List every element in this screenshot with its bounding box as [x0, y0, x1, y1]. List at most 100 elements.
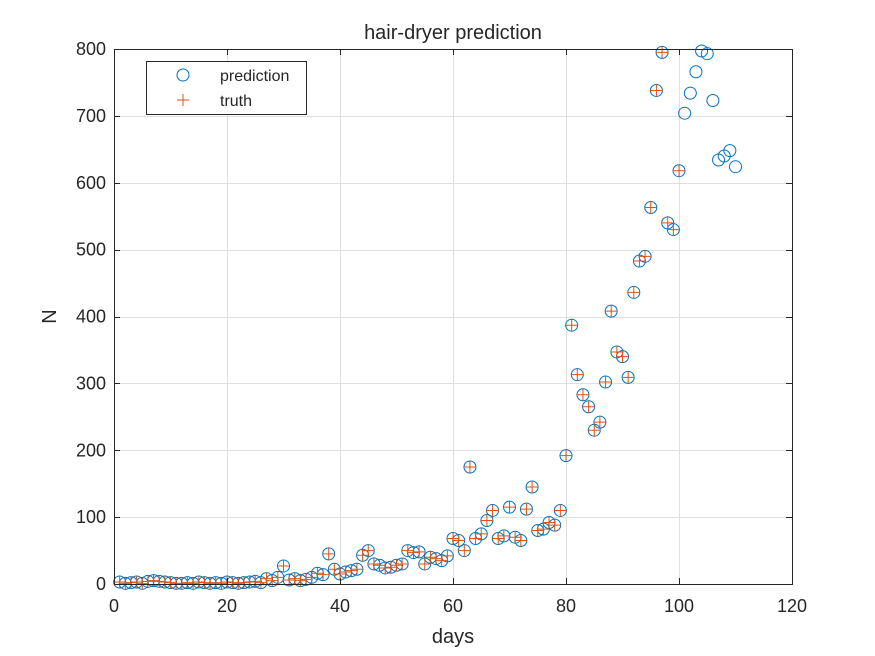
truth-point: [616, 350, 629, 363]
truth-point: [452, 534, 465, 547]
prediction-point: [700, 47, 714, 61]
legend-label-truth: truth: [220, 93, 252, 110]
truth-point: [124, 576, 137, 589]
truth-point: [334, 567, 346, 580]
truth-point: [237, 576, 250, 589]
truth-point: [582, 400, 595, 413]
truth-point: [503, 501, 516, 514]
truth-point: [560, 449, 572, 462]
truth-point: [243, 575, 256, 588]
truth-point: [136, 577, 149, 590]
truth-point: [215, 577, 228, 590]
truth-point: [384, 561, 397, 574]
x-tick-label: 80: [556, 596, 576, 616]
truth-point: [673, 164, 685, 177]
legend-box: [146, 61, 307, 115]
truth-point: [226, 576, 239, 589]
truth-point: [232, 577, 245, 590]
truth-point: [509, 531, 522, 544]
x-tick-label: 60: [443, 596, 463, 616]
truth-point: [187, 577, 200, 590]
truth-point: [480, 514, 493, 527]
truth-point: [633, 254, 646, 267]
truth-point: [639, 250, 652, 263]
truth-point: [531, 524, 544, 537]
truth-point: [322, 547, 335, 560]
legend-label-prediction: prediction: [220, 68, 289, 85]
truth-point: [571, 368, 584, 381]
truth-point: [430, 552, 443, 565]
truth-point: [141, 575, 154, 588]
prediction-point: [683, 86, 697, 100]
truth-point: [396, 557, 409, 570]
truth-point: [345, 564, 358, 577]
truth-point: [588, 424, 601, 437]
truth-point: [492, 532, 505, 545]
truth-point: [379, 561, 392, 574]
y-tick-label: 400: [76, 307, 106, 327]
y-tick-label: 300: [76, 373, 106, 393]
truth-point: [356, 549, 369, 562]
truth-point: [277, 559, 290, 572]
chart-title: hair-dryer prediction: [364, 22, 542, 44]
x-tick-label: 100: [664, 596, 694, 616]
truth-point: [164, 576, 177, 589]
y-tick-label: 600: [76, 173, 106, 193]
truth-point: [554, 504, 567, 517]
truth-point: [317, 568, 330, 581]
truth-point: [192, 575, 205, 588]
y-tick-label: 0: [96, 574, 106, 594]
truth-point: [543, 516, 556, 529]
truth-point: [300, 573, 313, 586]
truth-point: [593, 416, 606, 429]
legend: prediction truth: [146, 61, 307, 115]
truth-point: [249, 575, 262, 588]
truth-point: [526, 481, 539, 494]
truth-point: [209, 576, 222, 589]
truth-point: [520, 503, 533, 516]
truth-point: [627, 286, 640, 299]
truth-point: [373, 559, 386, 572]
truth-point: [599, 376, 612, 389]
y-tick-label: 500: [76, 240, 106, 260]
truth-point: [362, 544, 375, 557]
truth-point: [260, 572, 273, 585]
truth-point: [198, 576, 211, 589]
truth-point: [153, 575, 166, 588]
truth-point: [650, 84, 663, 97]
truth-point: [486, 504, 499, 517]
y-tick-label: 100: [76, 507, 106, 527]
truth-point: [441, 549, 454, 562]
truth-point: [367, 557, 380, 570]
truth-point: [418, 557, 431, 570]
truth-point: [497, 529, 510, 542]
truth-point: [576, 388, 589, 401]
truth-point: [283, 573, 296, 586]
truth-point: [181, 576, 194, 589]
x-tick-label: 0: [109, 596, 119, 616]
y-tick-label: 800: [76, 39, 106, 59]
truth-point: [548, 519, 561, 532]
tick-labels: 0 20 40 60 80 100 120 0 100 200 300 400 500 600 700 800: [76, 39, 807, 616]
truth-point: [271, 571, 284, 584]
truth-point: [537, 523, 550, 536]
truth-point: [339, 565, 352, 578]
x-tick-label: 120: [777, 596, 807, 616]
legend-marker-prediction: [176, 68, 190, 82]
y-axis-label: N: [39, 309, 61, 323]
truth-point: [175, 577, 188, 590]
prediction-point: [695, 44, 709, 58]
prediction-point: [729, 160, 742, 174]
truth-point: [469, 532, 482, 545]
truth-point: [204, 577, 217, 590]
truth-point: [447, 532, 459, 545]
truth-point: [644, 201, 657, 214]
truth-point: [413, 545, 426, 558]
truth-point: [288, 572, 301, 585]
truth-point: [656, 46, 669, 59]
prediction-point: [723, 144, 737, 158]
truth-point: [401, 544, 414, 557]
truth-point: [458, 544, 471, 557]
